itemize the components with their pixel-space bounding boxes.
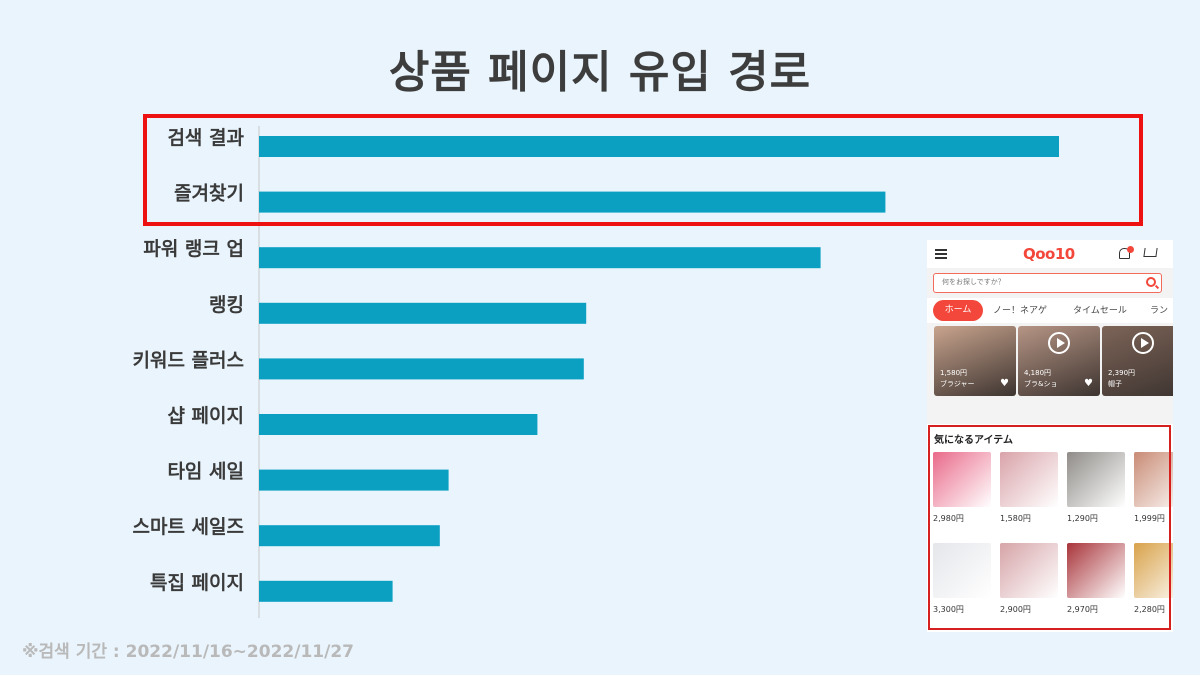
video-thumbnail: 2,390円 帽子 (1102, 326, 1173, 396)
category-label: 랭킹 (209, 294, 244, 316)
footnote: ※검색 기간 : 2022/11/16~2022/11/27 (22, 642, 354, 662)
thumb-price: 4,180円 (1024, 369, 1052, 377)
tab-time-sale: タイムセール (1073, 306, 1127, 316)
product-item: 1,580円 (1000, 452, 1058, 524)
product-item: 2,280円 (1134, 543, 1173, 615)
tab-ranking: ラン (1150, 306, 1169, 316)
product-item: 1,290円 (1067, 452, 1125, 524)
play-icon (1048, 332, 1070, 354)
category-label: 파워 랭크 업 (143, 238, 244, 260)
phone-header (927, 240, 1173, 268)
product-item: 1,999円 (1134, 452, 1173, 524)
category-label: 특집 페이지 (150, 572, 244, 594)
bar (259, 358, 584, 380)
video-thumbnails: 1,580円 ブラジャー ♥ 4,180円 ブラ&ショ ♥ 2,390円 帽子 (934, 326, 1173, 396)
product-price: 2,980円 (933, 514, 964, 523)
product-item: 2,970円 (1067, 543, 1125, 615)
thumb-caption: ブラ&ショ (1024, 380, 1058, 388)
qoo10-phone-screenshot: Qoo10 何をお探しですか？ ホーム ノー！ネアゲ タイムセール ラン 1,5… (927, 240, 1173, 632)
product-image (1067, 543, 1125, 598)
product-item: 2,980円 (933, 452, 991, 524)
bell-icon (1119, 248, 1130, 259)
bar (259, 414, 538, 435)
bar (259, 302, 587, 324)
heart-icon: ♥ (1084, 378, 1093, 389)
category-label: 타임 세일 (167, 461, 244, 483)
product-image (933, 452, 991, 507)
bar (259, 525, 440, 547)
cart-icon (1143, 248, 1158, 257)
bar (259, 136, 1059, 157)
recommended-highlight-box (928, 425, 1171, 630)
menu-icon (935, 249, 947, 259)
tab-no-neage: ノー！ネアゲ (993, 306, 1048, 316)
thumb-price: 1,580円 (940, 369, 968, 377)
search-input: 何をお探しですか？ (933, 273, 1162, 293)
category-label: 즐겨찾기 (174, 183, 244, 205)
category-label: 샵 페이지 (167, 405, 244, 427)
product-price: 1,290円 (1067, 514, 1098, 523)
bar (259, 469, 449, 491)
section-title: 気になるアイテム (934, 435, 1013, 446)
thumb-price: 2,390円 (1108, 369, 1136, 377)
product-image (1067, 452, 1125, 507)
product-image (1134, 452, 1173, 507)
product-price: 1,999円 (1134, 514, 1165, 523)
category-label: 스마트 세일즈 (133, 516, 245, 538)
product-price: 3,300円 (933, 605, 964, 614)
product-price: 2,280円 (1134, 605, 1165, 614)
tab-home: ホーム (933, 300, 983, 321)
search-icon (1146, 277, 1156, 287)
product-price: 2,900円 (1000, 605, 1031, 614)
product-item: 3,300円 (933, 543, 991, 615)
product-image (1134, 543, 1173, 598)
product-image (1000, 543, 1058, 598)
thumb-caption: ブラジャー (940, 380, 975, 388)
product-price: 1,580円 (1000, 514, 1031, 523)
notification-dot (1127, 246, 1134, 253)
search-placeholder: 何をお探しですか？ (942, 278, 1005, 286)
video-thumbnail: 4,180円 ブラ&ショ ♥ (1018, 326, 1100, 396)
highlight-box (143, 114, 1143, 226)
bar (259, 191, 886, 213)
phone-tabs: ホーム ノー！ネアゲ タイムセール ラン (927, 298, 1173, 323)
product-image (1000, 452, 1058, 507)
product-price: 2,970円 (1067, 605, 1098, 614)
category-label: 키워드 플러스 (133, 349, 245, 371)
thumb-caption: 帽子 (1108, 380, 1122, 388)
video-thumbnail: 1,580円 ブラジャー ♥ (934, 326, 1016, 396)
bar (259, 247, 821, 269)
play-icon (1132, 332, 1154, 354)
bar (259, 580, 393, 602)
product-item: 2,900円 (1000, 543, 1058, 615)
heart-icon: ♥ (1000, 378, 1009, 389)
qoo10-logo: Qoo10 (1023, 245, 1075, 263)
product-image (933, 543, 991, 598)
category-label: 검색 결과 (167, 127, 244, 149)
page-title: 상품 페이지 유입 경로 (388, 47, 812, 98)
